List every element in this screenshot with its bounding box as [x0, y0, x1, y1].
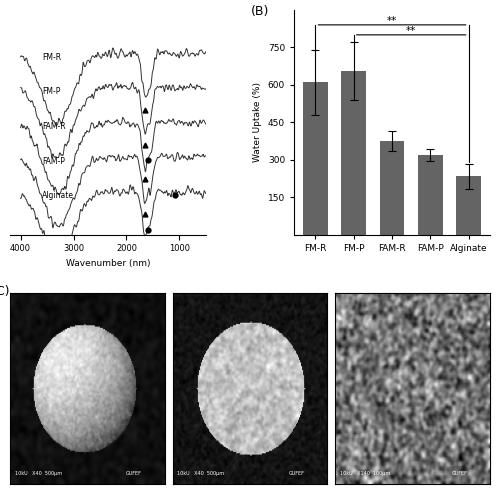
Text: 10kU   X40  500μm: 10kU X40 500μm	[177, 471, 224, 477]
Text: GUFEF: GUFEF	[126, 471, 142, 477]
Bar	[380, 141, 404, 235]
Bar	[418, 155, 443, 235]
Text: 10kU   X140  100μm: 10kU X140 100μm	[340, 471, 390, 477]
Bar	[342, 71, 366, 235]
Text: GUFEF: GUFEF	[452, 471, 467, 477]
Text: FAM-P: FAM-P	[42, 157, 64, 165]
Text: FM-P: FM-P	[42, 87, 60, 96]
Text: (B): (B)	[251, 5, 270, 18]
Text: FM-R: FM-R	[42, 53, 61, 62]
Text: GUFEF: GUFEF	[288, 471, 304, 477]
Bar	[456, 176, 481, 235]
Text: (C): (C)	[0, 286, 10, 298]
Text: **: **	[406, 26, 416, 36]
X-axis label: Wavenumber (nm): Wavenumber (nm)	[66, 259, 150, 268]
Bar	[303, 82, 328, 235]
Text: **: **	[387, 16, 397, 26]
Text: FAM-R: FAM-R	[42, 122, 66, 131]
Text: 10kU   X40  500μm: 10kU X40 500μm	[14, 471, 62, 477]
Y-axis label: Water Uptake (%): Water Uptake (%)	[253, 82, 262, 163]
Text: Alginate: Alginate	[42, 191, 74, 200]
